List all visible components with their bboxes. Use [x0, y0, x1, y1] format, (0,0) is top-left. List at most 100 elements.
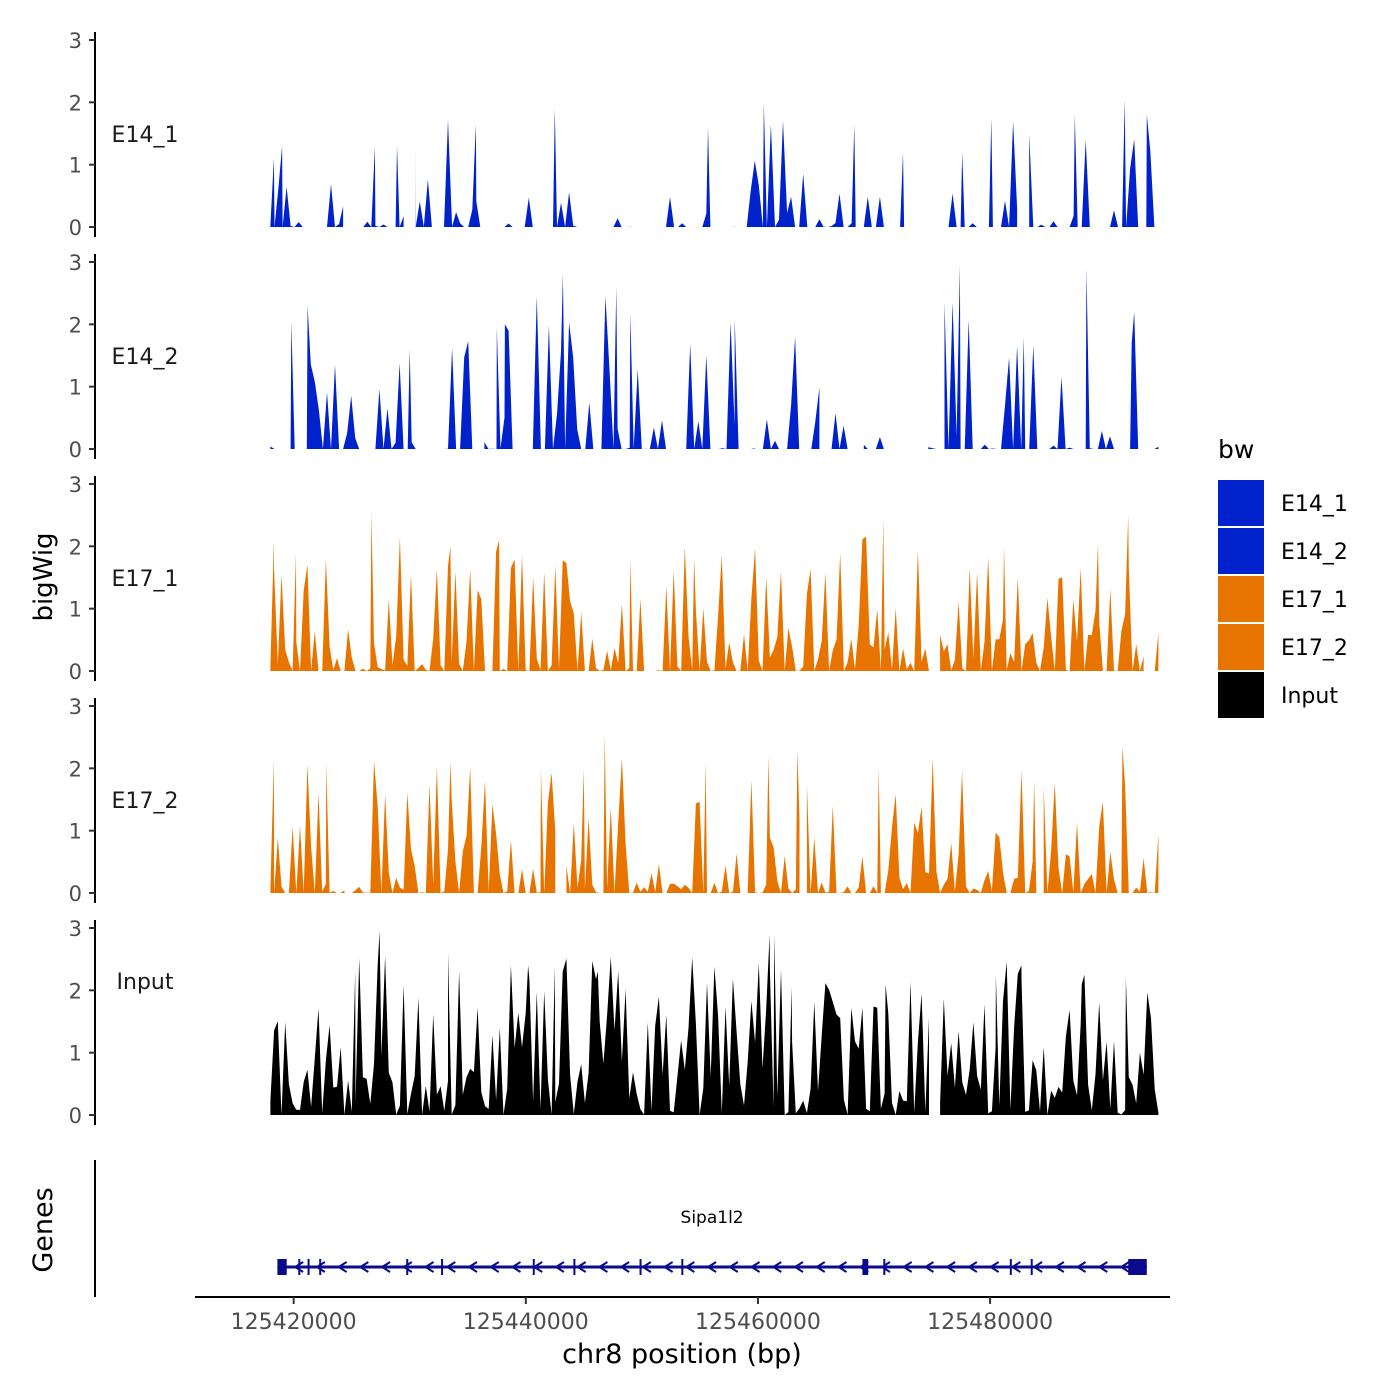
strand-arrow: [619, 1261, 630, 1273]
y-tick-label: 3: [69, 917, 82, 941]
exon: [883, 1259, 886, 1275]
exon: [1009, 1259, 1012, 1275]
strand-arrow: [1032, 1261, 1043, 1273]
exon: [319, 1259, 322, 1275]
y-tick-label: 0: [69, 882, 82, 906]
strand-arrow: [336, 1261, 348, 1273]
signal-area: [270, 734, 1159, 893]
exon: [1128, 1259, 1147, 1275]
strand-arrow: [554, 1261, 565, 1273]
track-label: E14_2: [112, 345, 179, 370]
strand-arrow: [423, 1261, 435, 1273]
strand-arrow: [380, 1261, 391, 1273]
strand-arrow: [706, 1261, 717, 1273]
y-tick-label: 1: [69, 820, 82, 844]
strand-arrow: [445, 1261, 456, 1273]
legend-key: [1218, 576, 1264, 622]
strand-arrow: [771, 1261, 782, 1273]
strand-arrow: [358, 1261, 369, 1273]
strand-arrow: [880, 1261, 891, 1273]
gene-track: Genes Sipa1l2: [28, 1160, 1147, 1297]
legend-title: bw: [1218, 435, 1254, 464]
strand-arrow: [314, 1261, 326, 1273]
strand-arrow: [401, 1261, 413, 1273]
strand-arrow: [1119, 1261, 1130, 1273]
y-tick-label: 2: [69, 91, 82, 115]
track-label: Input: [117, 970, 174, 995]
signal-area: [270, 99, 1159, 227]
track-E14_1: 0 1 2 3 E14_1: [69, 29, 1159, 240]
y-tick-label: 1: [69, 154, 82, 178]
strand-arrow: [575, 1261, 587, 1273]
legend-item: E14_1: [1218, 480, 1348, 526]
legend-label: Input: [1281, 684, 1338, 709]
x-axis-title: chr8 position (bp): [562, 1339, 802, 1370]
y-tick-label: 2: [69, 535, 82, 559]
strand-arrow: [684, 1261, 695, 1273]
legend: bw E14_1 E14_2 E17_1 E17_2 Input: [1218, 435, 1348, 718]
track-E17_2: 0 1 2 3 E17_2: [69, 695, 1159, 906]
y-axis-title: bigWig: [29, 532, 59, 621]
strand-arrow: [1097, 1261, 1108, 1273]
track-label: E17_1: [112, 567, 179, 592]
y-tick-label: 0: [69, 216, 82, 240]
exon: [681, 1259, 684, 1275]
y-tick-label: 3: [69, 251, 82, 275]
signal-area: [270, 931, 1159, 1115]
x-tick-label: 125440000: [463, 1310, 589, 1335]
strand-arrow: [923, 1261, 934, 1273]
signal-area: [270, 265, 1159, 449]
y-tick-label: 2: [69, 979, 82, 1003]
exon: [441, 1259, 444, 1275]
legend-label: E14_2: [1281, 540, 1348, 565]
strand-arrow: [901, 1261, 913, 1273]
y-tick-label: 0: [69, 438, 82, 462]
legend-key: [1218, 624, 1264, 670]
strand-arrow: [510, 1261, 522, 1273]
strand-arrow: [988, 1261, 1000, 1273]
strand-arrow: [641, 1261, 652, 1273]
y-tick-label: 0: [69, 660, 82, 684]
y-tick-label: 1: [69, 376, 82, 400]
exon: [532, 1259, 535, 1275]
strand-arrow: [1075, 1261, 1087, 1273]
exon: [277, 1259, 287, 1275]
strand-arrow: [836, 1261, 848, 1273]
bigwig-tracks: 0 1 2 3 E14_1 0 1 2 3 E14_2 0 1 2 3 E17_1 0 1 2 3 E17_2 0 1 2 3…: [69, 29, 1159, 1128]
track-E14_2: 0 1 2 3 E14_2: [69, 251, 1159, 462]
strand-arrow: [749, 1261, 761, 1273]
legend-label: E14_1: [1281, 492, 1348, 517]
x-axis: chr8 position (bp) 125420000 125440000 125…: [195, 1296, 1170, 1370]
legend-label: E17_2: [1281, 636, 1348, 661]
legend-item: Input: [1218, 672, 1338, 718]
y-tick-label: 0: [69, 1104, 82, 1128]
genes-axis-label: Genes: [28, 1187, 59, 1272]
strand-arrow: [488, 1261, 500, 1273]
strand-arrow: [293, 1261, 304, 1273]
y-tick-label: 1: [69, 598, 82, 622]
legend-item: E14_2: [1218, 528, 1348, 574]
strand-arrow: [597, 1261, 608, 1273]
gene-name-label: Sipa1l2: [681, 1208, 744, 1228]
strand-arrow: [814, 1261, 826, 1273]
exon: [1030, 1259, 1033, 1275]
track-E17_1: 0 1 2 3 E17_1: [69, 473, 1159, 684]
y-tick-label: 2: [69, 757, 82, 781]
strand-arrow: [727, 1261, 739, 1273]
legend-item: E17_1: [1218, 576, 1348, 622]
exon: [298, 1259, 301, 1275]
exon: [639, 1259, 642, 1275]
y-tick-label: 3: [69, 473, 82, 497]
y-tick-label: 1: [69, 1042, 82, 1066]
x-tick-label: 125420000: [231, 1310, 357, 1335]
track-label: E14_1: [112, 123, 179, 148]
strand-arrow: [1053, 1261, 1065, 1273]
legend-key: [1218, 528, 1264, 574]
exon: [307, 1259, 310, 1275]
legend-key: [1218, 672, 1264, 718]
exon: [406, 1259, 409, 1275]
y-tick-label: 3: [69, 29, 82, 53]
strand-arrow: [967, 1261, 978, 1273]
x-tick-label: 125460000: [695, 1310, 821, 1335]
